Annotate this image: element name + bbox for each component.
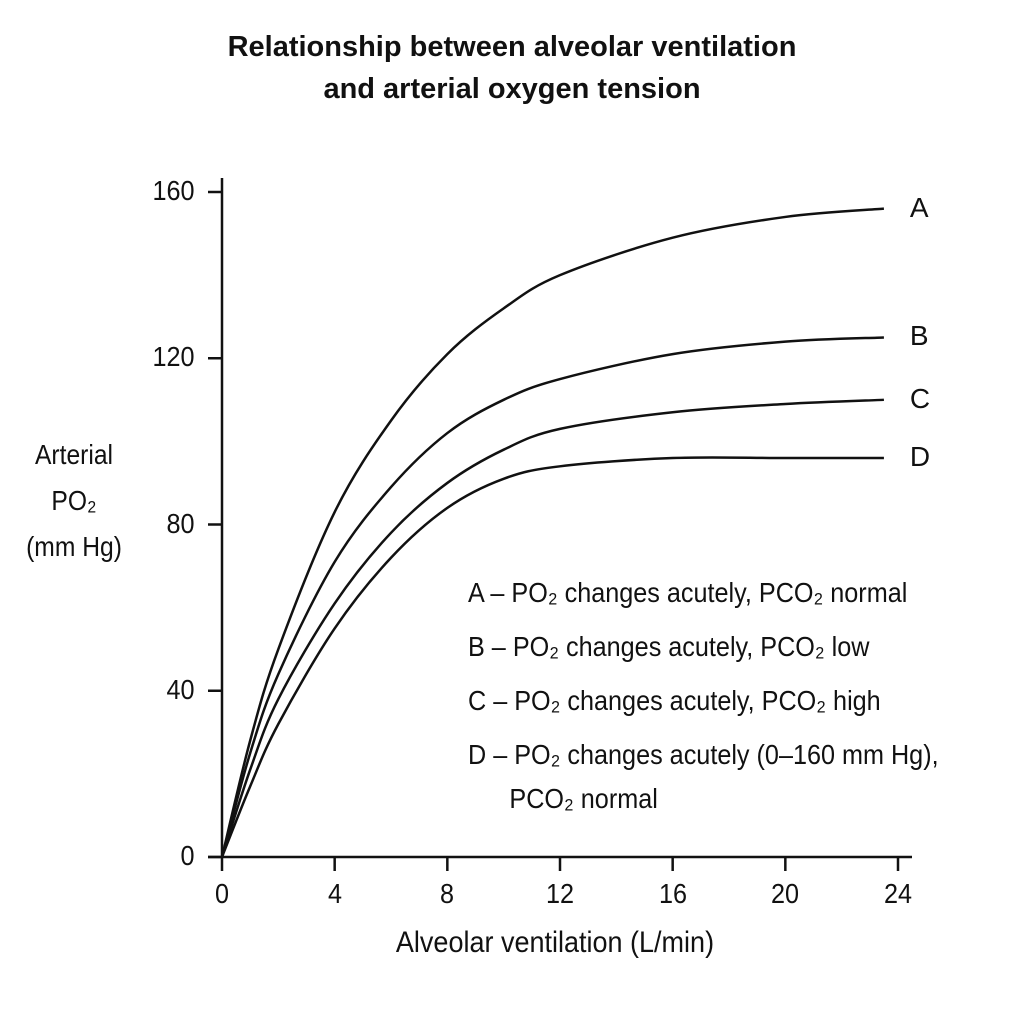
y-axis-label-line: Arterial: [34, 439, 114, 470]
y-tick-label: 80: [166, 507, 195, 539]
y-tick-label: 40: [166, 673, 195, 705]
y-axis-label-line: PO₂: [51, 485, 97, 516]
series-line-d: [220, 456, 884, 858]
y-tick-label: 160: [152, 175, 195, 206]
series-label-c: C: [909, 382, 931, 414]
chart-title-line-1: Relationship between alveolar ventilatio…: [227, 31, 797, 63]
legend-entry-b: B – PO₂ changes acutely, PCO₂ low: [468, 631, 870, 662]
chart-title-line-2: and arterial oxygen tension: [323, 73, 701, 105]
y-tick-label: 0: [180, 840, 195, 871]
series-line-c: [220, 398, 884, 858]
chart-title: Relationship between alveolar ventilatio…: [0, 26, 1024, 110]
legend-entry-c: C – PO₂ changes acutely, PCO₂ high: [468, 685, 881, 716]
x-axis-label: Alveolar ventilation (L/min): [395, 926, 715, 959]
series-label-b: B: [909, 320, 929, 352]
x-tick-label: 12: [545, 878, 575, 909]
x-tick-label: 20: [771, 878, 800, 909]
y-axis-label: Arterial PO₂ (mm Hg): [21, 432, 127, 570]
y-axis-label-line: (mm Hg): [26, 531, 122, 562]
series-line-b: [220, 336, 884, 858]
x-tick-label: 4: [327, 878, 342, 909]
series-label-d: D: [909, 441, 931, 472]
x-tick-label: 16: [658, 878, 687, 909]
x-tick-label: 8: [440, 878, 455, 909]
series-line-a: [220, 207, 885, 858]
x-tick-label: 0: [214, 878, 230, 909]
legend-entry-d-continuation: PCO₂ normal: [509, 783, 658, 814]
x-tick-label: 24: [883, 878, 913, 909]
legend-entry-a: A – PO₂ changes acutely, PCO₂ normal: [468, 577, 908, 608]
y-tick-label: 120: [152, 341, 195, 373]
legend: A – PO₂ changes acutely, PCO₂ normal B –…: [468, 566, 939, 826]
series-label-a: A: [909, 191, 929, 223]
legend-entry-d: D – PO₂ changes acutely (0–160 mm Hg),: [468, 739, 939, 770]
